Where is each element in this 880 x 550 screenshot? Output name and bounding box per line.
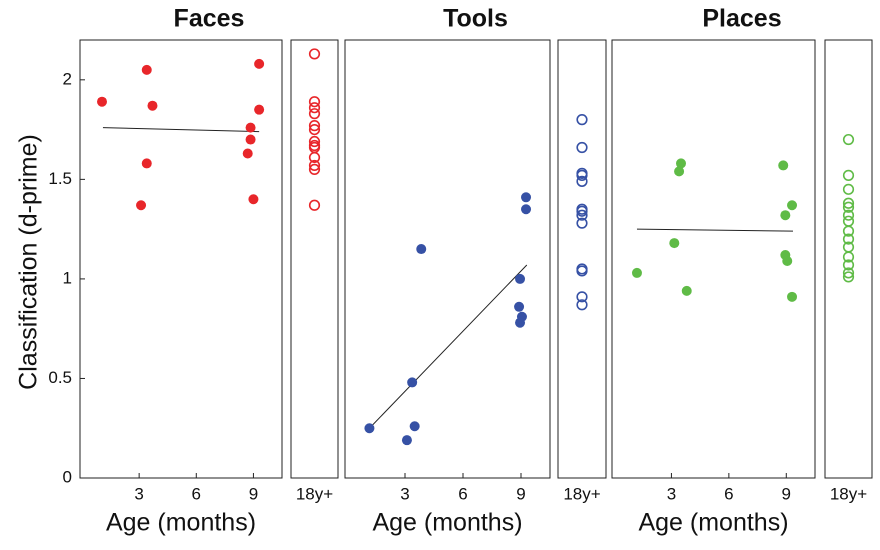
- adult-point: [308, 123, 321, 136]
- y-tick-label: 0.5: [48, 368, 72, 387]
- infant-point: [242, 148, 253, 159]
- fit-line: [369, 264, 528, 429]
- adult-point: [842, 183, 855, 195]
- infant-point: [136, 200, 147, 211]
- infant-point: [787, 200, 798, 211]
- adult-point: [576, 141, 588, 154]
- panel-frame: [824, 39, 873, 479]
- infant-point: [416, 244, 427, 255]
- infant-point: [515, 317, 526, 328]
- adult-point: [576, 299, 588, 311]
- adult-point: [308, 96, 321, 108]
- infant-point: [364, 423, 375, 434]
- infant-point: [254, 104, 265, 115]
- adult-point: [842, 233, 855, 245]
- adult-point: [576, 209, 588, 221]
- adult-point: [576, 169, 588, 181]
- adult-point: [308, 199, 321, 211]
- adult-point: [842, 133, 855, 146]
- x-tick-label: 9: [516, 484, 525, 503]
- y-tick-label: 1: [63, 268, 72, 287]
- adult-point: [842, 225, 855, 237]
- adult-point: [576, 114, 588, 126]
- panel-frame: [79, 39, 283, 479]
- infant-point: [681, 285, 692, 296]
- fit-line: [102, 127, 260, 133]
- fit-line: [636, 228, 793, 232]
- x-tick-label: 18y+: [296, 484, 333, 503]
- y-axis-label: Classification (d-prime): [15, 134, 43, 390]
- x-axis-label: Age (months): [106, 509, 256, 537]
- infant-point: [141, 64, 152, 75]
- infant-point: [97, 96, 107, 107]
- adult-point: [576, 291, 588, 303]
- panel-frame: [290, 39, 339, 479]
- x-tick-label: 3: [667, 484, 676, 503]
- infant-point: [147, 100, 158, 111]
- x-tick-label: 6: [192, 484, 201, 503]
- panel-frame: [557, 39, 607, 479]
- panel-frame: [611, 39, 816, 479]
- adult-point: [308, 120, 321, 132]
- x-tick-label: 3: [400, 484, 409, 503]
- adult-point: [576, 175, 588, 187]
- panel-frame: [344, 39, 551, 479]
- adult-point: [842, 215, 855, 227]
- infant-point: [778, 160, 789, 171]
- x-tick-label: 9: [782, 484, 791, 503]
- adult-point: [842, 251, 855, 263]
- panel-title: Faces: [174, 5, 245, 33]
- infant-point: [521, 192, 532, 203]
- x-tick-label: 6: [458, 484, 467, 503]
- infant-point: [248, 194, 259, 205]
- x-tick-label: 6: [724, 484, 733, 503]
- y-tick-label: 2: [63, 69, 72, 88]
- adult-point: [842, 201, 855, 213]
- infant-point: [631, 267, 642, 278]
- infant-point: [141, 158, 152, 169]
- adult-point: [842, 209, 855, 221]
- infant-point: [521, 204, 532, 215]
- infant-point: [515, 273, 526, 284]
- adult-point: [308, 102, 321, 114]
- adult-point: [576, 265, 588, 277]
- infant-point: [245, 134, 256, 145]
- adult-point: [576, 217, 588, 229]
- infant-point: [782, 255, 793, 266]
- x-tick-label: 3: [134, 484, 143, 503]
- infant-point: [787, 291, 798, 302]
- infant-point: [401, 435, 412, 446]
- adult-point: [308, 159, 321, 172]
- y-tick-label: 0: [63, 467, 72, 486]
- infant-point: [254, 58, 265, 69]
- x-tick-label: 18y+: [563, 484, 600, 503]
- adult-point: [308, 135, 321, 148]
- adult-point: [842, 259, 855, 271]
- infant-point: [780, 210, 791, 221]
- infant-point: [674, 166, 685, 177]
- x-axis-label: Age (months): [372, 509, 522, 537]
- adult-point: [308, 151, 321, 164]
- adult-point: [842, 271, 855, 283]
- y-tick-label: 1.5: [48, 169, 72, 188]
- x-tick-label: 9: [249, 484, 258, 503]
- adult-point: [842, 197, 855, 209]
- adult-point: [308, 163, 321, 176]
- infant-point: [407, 377, 418, 388]
- adult-point: [308, 48, 321, 60]
- infant-point: [676, 158, 686, 169]
- adult-point: [842, 169, 855, 181]
- x-tick-label: 18y+: [830, 484, 867, 503]
- adult-point: [576, 205, 588, 217]
- infant-point: [245, 122, 256, 133]
- x-axis-label: Age (months): [638, 509, 788, 537]
- adult-point: [842, 267, 855, 279]
- infant-point: [669, 238, 680, 249]
- panel-title: Places: [702, 5, 781, 33]
- infant-point: [409, 421, 420, 432]
- adult-point: [308, 108, 321, 120]
- panel-title: Tools: [443, 5, 508, 33]
- infant-point: [514, 301, 525, 312]
